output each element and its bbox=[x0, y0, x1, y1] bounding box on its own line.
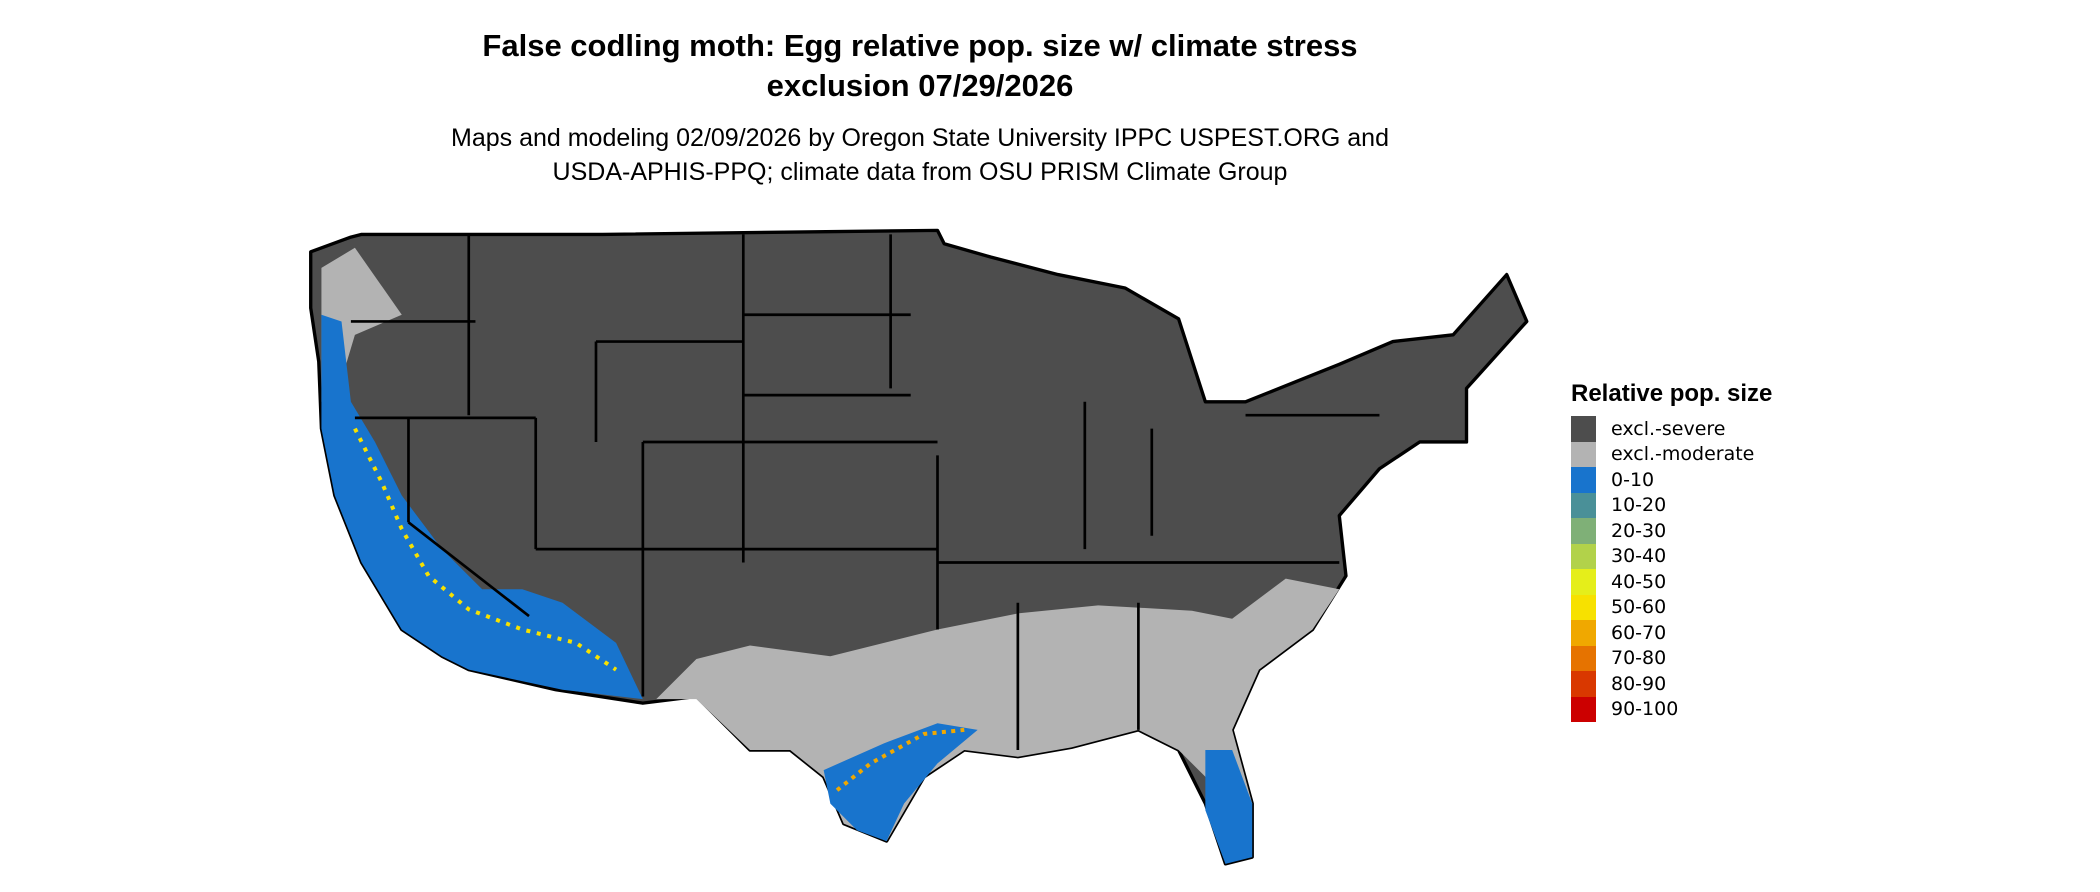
legend-item: 50-60 bbox=[1571, 594, 1772, 620]
legend-swatch bbox=[1571, 543, 1596, 569]
legend-swatch bbox=[1571, 645, 1596, 671]
legend-label: 90-100 bbox=[1611, 698, 1679, 721]
legend-item: excl.-severe bbox=[1571, 416, 1772, 442]
us-landmass bbox=[309, 228, 1529, 866]
legend-label: 20-30 bbox=[1611, 519, 1667, 542]
legend-item: 0-10 bbox=[1571, 467, 1772, 493]
legend-item: 20-30 bbox=[1571, 518, 1772, 544]
legend-label: 30-40 bbox=[1611, 545, 1667, 568]
map-legend: Relative pop. size excl.-severe excl.-mod… bbox=[1571, 380, 1772, 722]
legend-item: excl.-moderate bbox=[1571, 441, 1772, 467]
map-title-line1: False codling moth: Egg relative pop. si… bbox=[482, 28, 1358, 63]
legend-item: 40-50 bbox=[1571, 569, 1772, 595]
legend-label: 10-20 bbox=[1611, 494, 1667, 517]
legend-swatch bbox=[1571, 671, 1596, 697]
map-subtitle-line1: Maps and modeling 02/09/2026 by Oregon S… bbox=[451, 124, 1389, 152]
legend-swatch bbox=[1571, 569, 1596, 595]
legend-label: 60-70 bbox=[1611, 621, 1667, 644]
legend-item: 10-20 bbox=[1571, 492, 1772, 518]
legend-label: excl.-moderate bbox=[1611, 443, 1755, 466]
legend-title: Relative pop. size bbox=[1571, 380, 1773, 407]
legend-swatch bbox=[1571, 696, 1596, 722]
legend-swatch bbox=[1571, 492, 1596, 518]
legend-item: 30-40 bbox=[1571, 543, 1772, 569]
high-pop-speckle-texas bbox=[835, 727, 965, 792]
legend-swatch bbox=[1571, 467, 1596, 493]
legend-label: excl.-severe bbox=[1611, 417, 1726, 440]
state-borders bbox=[350, 234, 1380, 751]
legend-label: 40-50 bbox=[1611, 570, 1667, 593]
legend-item: 60-70 bbox=[1571, 620, 1772, 646]
low-pop-texas-coast bbox=[823, 723, 978, 842]
legend-swatch bbox=[1571, 620, 1596, 646]
legend-swatch bbox=[1571, 416, 1596, 442]
map-subtitle-line2: USDA-APHIS-PPQ; climate data from OSU PR… bbox=[552, 158, 1288, 186]
legend-label: 50-60 bbox=[1611, 596, 1667, 619]
legend-label: 80-90 bbox=[1611, 672, 1667, 695]
legend-swatch bbox=[1571, 441, 1596, 467]
legend-swatch bbox=[1571, 594, 1596, 620]
low-pop-florida bbox=[1205, 750, 1253, 864]
legend-label: 0-10 bbox=[1611, 468, 1655, 491]
legend-swatch bbox=[1571, 518, 1596, 544]
legend-item: 70-80 bbox=[1571, 645, 1772, 671]
map-title-line2: exclusion 07/29/2026 bbox=[766, 68, 1074, 103]
legend-label: 70-80 bbox=[1611, 647, 1667, 670]
legend-item: 90-100 bbox=[1571, 696, 1772, 722]
legend-item: 80-90 bbox=[1571, 671, 1772, 697]
low-pop-west-coast bbox=[321, 314, 643, 700]
